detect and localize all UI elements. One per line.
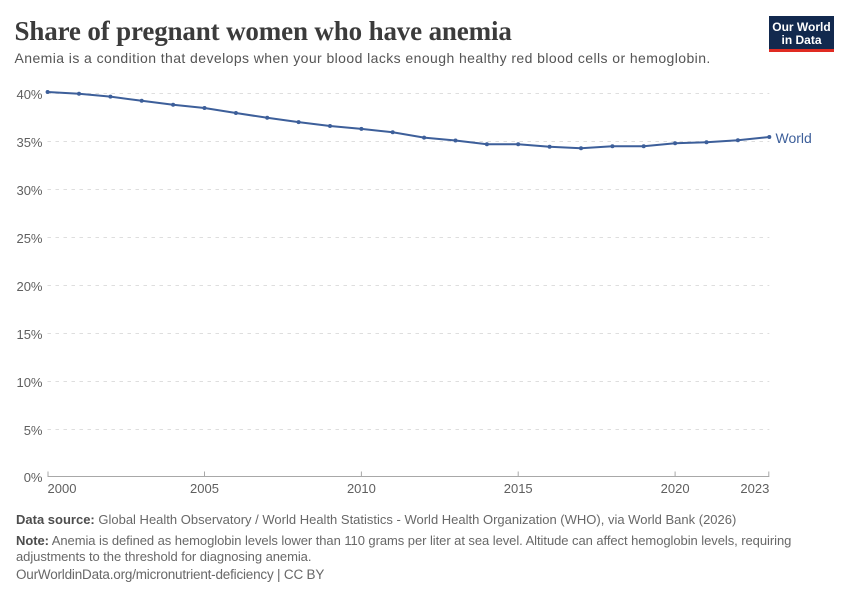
svg-text:World: World: [776, 130, 812, 146]
svg-text:2000: 2000: [48, 481, 77, 496]
svg-text:30%: 30%: [16, 183, 42, 198]
svg-text:10%: 10%: [16, 375, 42, 390]
svg-text:25%: 25%: [16, 231, 42, 246]
svg-text:5%: 5%: [24, 423, 43, 438]
svg-text:0%: 0%: [24, 470, 43, 485]
svg-text:2015: 2015: [504, 481, 533, 496]
svg-text:2010: 2010: [347, 481, 376, 496]
svg-text:35%: 35%: [16, 135, 42, 150]
svg-text:15%: 15%: [16, 327, 42, 342]
svg-text:2020: 2020: [661, 481, 690, 496]
svg-text:20%: 20%: [16, 279, 42, 294]
svg-text:40%: 40%: [16, 87, 42, 102]
svg-text:2023: 2023: [740, 481, 769, 496]
svg-text:2005: 2005: [190, 481, 219, 496]
